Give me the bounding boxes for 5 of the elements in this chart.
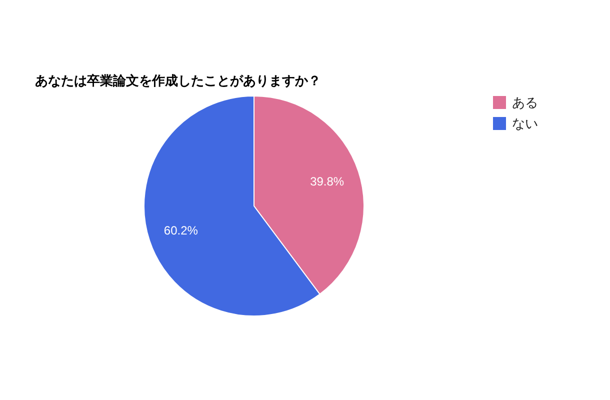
legend-label: ない — [512, 116, 538, 131]
data-label: 60.2% — [164, 223, 198, 238]
chart-title: あなたは卒業論文を作成したことがありますか？ — [35, 73, 321, 88]
legend-label: ある — [512, 95, 538, 110]
data-label: 39.8% — [310, 174, 344, 189]
